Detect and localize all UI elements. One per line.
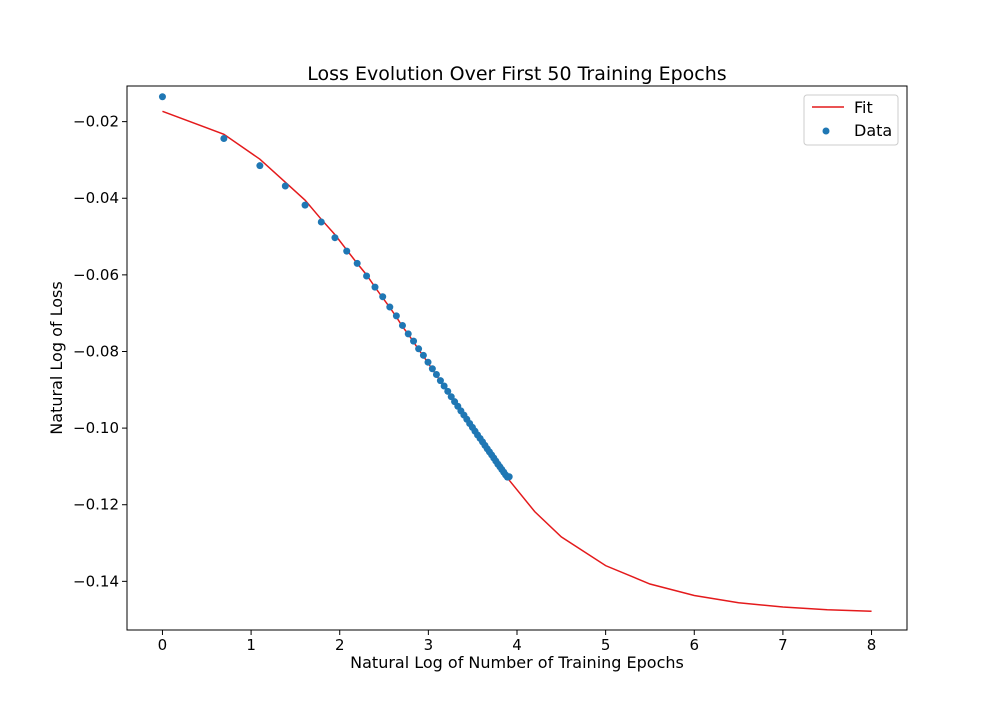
data-point — [343, 247, 351, 255]
y-tick-label: −0.04 — [73, 189, 119, 207]
data-point — [281, 182, 289, 190]
y-tick-label: −0.12 — [73, 496, 119, 514]
data-point — [447, 393, 455, 401]
y-axis-label: Natural Log of Loss — [47, 281, 66, 434]
data-point — [410, 337, 418, 345]
data-point — [353, 259, 361, 267]
x-tick-label: 8 — [867, 636, 877, 654]
data-point — [301, 201, 309, 209]
x-tick-label: 1 — [246, 636, 256, 654]
data-point — [392, 312, 400, 320]
x-tick-label: 2 — [335, 636, 345, 654]
x-tick-label: 6 — [689, 636, 699, 654]
data-point — [444, 387, 452, 395]
data-point — [436, 377, 444, 385]
y-tick-label: −0.02 — [73, 113, 119, 131]
data-point — [505, 473, 513, 481]
data-point — [404, 330, 412, 338]
legend-data-marker — [822, 127, 830, 135]
data-point — [256, 162, 264, 170]
y-tick-label: −0.10 — [73, 419, 119, 437]
data-point — [379, 293, 387, 301]
x-tick-label: 4 — [512, 636, 522, 654]
plot-area: 0 1 2 3 4 5 6 7 8 −0.14 −0.12 −0.10 −0.08 −0.06 −0.04 −… — [73, 85, 908, 654]
y-tick-label: −0.06 — [73, 266, 119, 284]
data-point — [415, 345, 423, 353]
data-point — [220, 134, 228, 142]
x-axis-label: Natural Log of Number of Training Epochs — [350, 653, 684, 672]
data-point — [371, 283, 379, 291]
data-point — [432, 370, 440, 378]
y-tick-label: −0.08 — [73, 342, 119, 360]
data-point — [428, 365, 436, 373]
y-tick-label: −0.14 — [73, 572, 119, 590]
data-point — [317, 218, 325, 226]
x-tick-label: 5 — [601, 636, 611, 654]
data-point — [398, 321, 406, 329]
legend: Fit Data — [803, 94, 899, 146]
data-point — [424, 358, 432, 366]
legend-data-label: Data — [854, 121, 892, 140]
x-tick-label: 0 — [158, 636, 168, 654]
legend-fit-label: Fit — [854, 98, 873, 117]
x-tick-label: 7 — [778, 636, 788, 654]
data-point — [440, 382, 448, 390]
data-point — [419, 351, 427, 359]
chart-title: Loss Evolution Over First 50 Training Ep… — [307, 63, 726, 85]
x-tick-label: 3 — [424, 636, 434, 654]
data-point — [386, 303, 394, 311]
data-point — [331, 234, 339, 242]
data-point — [158, 93, 166, 101]
data-point — [363, 272, 371, 280]
